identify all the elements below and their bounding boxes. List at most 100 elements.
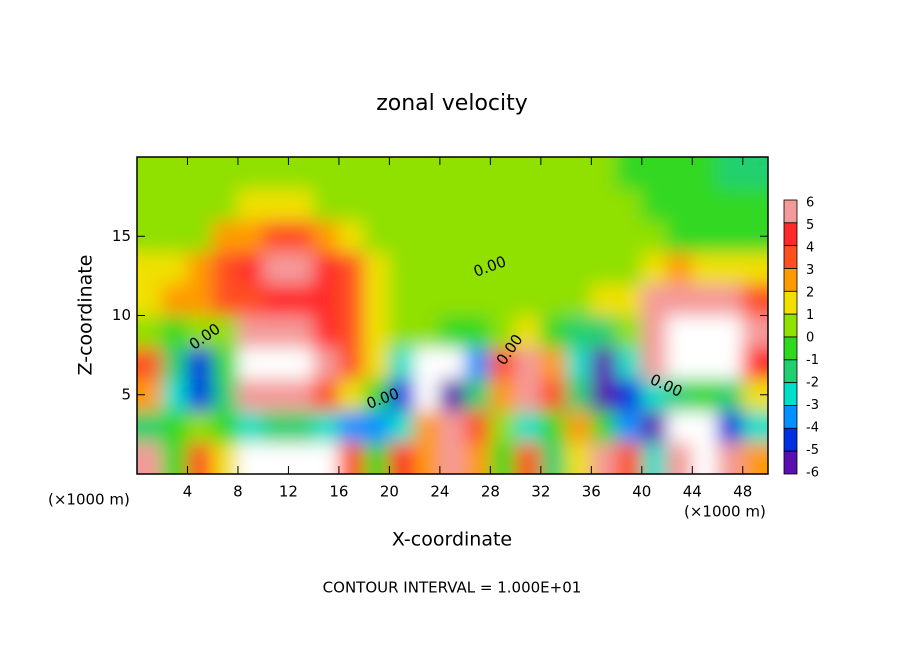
cell bbox=[287, 219, 315, 253]
colorbar-band bbox=[783, 405, 798, 429]
cell bbox=[262, 188, 289, 221]
cell bbox=[616, 315, 643, 348]
x-tick-label: 44 bbox=[683, 483, 702, 501]
cell bbox=[287, 283, 315, 316]
cell bbox=[742, 441, 768, 474]
cell bbox=[313, 378, 340, 412]
cell bbox=[641, 188, 668, 221]
cell bbox=[388, 283, 416, 316]
cell bbox=[338, 219, 365, 253]
cell bbox=[540, 410, 567, 443]
cell bbox=[565, 157, 592, 190]
cell bbox=[464, 283, 491, 316]
cell bbox=[237, 188, 264, 221]
colorbar-label: -6 bbox=[806, 466, 819, 481]
cell bbox=[388, 410, 416, 443]
cell bbox=[186, 283, 214, 316]
cell bbox=[414, 251, 441, 285]
cell bbox=[540, 157, 567, 190]
cell bbox=[641, 410, 668, 443]
cell bbox=[742, 315, 768, 348]
cell bbox=[212, 219, 239, 253]
cell bbox=[363, 378, 390, 412]
cell bbox=[161, 378, 188, 412]
cell bbox=[237, 251, 264, 285]
cell bbox=[616, 378, 643, 412]
cell bbox=[489, 346, 517, 380]
y-tick-label: 15 bbox=[112, 227, 131, 245]
cell bbox=[137, 283, 163, 316]
cell bbox=[186, 219, 214, 253]
cell bbox=[137, 346, 163, 380]
cell bbox=[313, 410, 340, 443]
x-unit-label: (×1000 m) bbox=[684, 503, 766, 521]
cell bbox=[590, 219, 618, 253]
colorbar-label: -4 bbox=[806, 421, 819, 436]
cell bbox=[540, 346, 567, 380]
cell bbox=[338, 251, 365, 285]
cell bbox=[439, 283, 466, 316]
colorbar-band bbox=[783, 450, 798, 475]
cell bbox=[666, 346, 693, 380]
cell bbox=[464, 219, 491, 253]
cell bbox=[414, 188, 441, 221]
cell bbox=[313, 315, 340, 348]
cell bbox=[313, 251, 340, 285]
cell bbox=[212, 157, 239, 190]
cell bbox=[717, 346, 744, 380]
cell bbox=[742, 346, 768, 380]
cell bbox=[338, 315, 365, 348]
cell bbox=[666, 315, 693, 348]
cell bbox=[287, 315, 315, 348]
cell bbox=[666, 378, 693, 412]
x-tick-label: 32 bbox=[531, 483, 550, 501]
cell bbox=[489, 378, 517, 412]
cell bbox=[717, 441, 744, 474]
cell bbox=[186, 410, 214, 443]
cell bbox=[414, 346, 441, 380]
cell bbox=[742, 410, 768, 443]
cell bbox=[717, 315, 744, 348]
colorbar-label: -5 bbox=[806, 443, 819, 458]
footnote: CONTOUR INTERVAL = 1.000E+01 bbox=[323, 579, 582, 597]
cell bbox=[691, 157, 719, 190]
cell bbox=[137, 441, 163, 474]
cell bbox=[464, 157, 491, 190]
cell bbox=[641, 157, 668, 190]
cell bbox=[338, 346, 365, 380]
cell bbox=[616, 157, 643, 190]
colorbar-label: 1 bbox=[806, 308, 814, 323]
cell bbox=[313, 157, 340, 190]
colorbar-label: 5 bbox=[806, 218, 814, 233]
cell bbox=[616, 283, 643, 316]
cell bbox=[616, 251, 643, 285]
cell bbox=[439, 315, 466, 348]
cell bbox=[565, 283, 592, 316]
cell bbox=[262, 346, 289, 380]
cell bbox=[313, 283, 340, 316]
cell bbox=[137, 315, 163, 348]
cell bbox=[565, 441, 592, 474]
chart-title: zonal velocity bbox=[376, 91, 528, 116]
cell bbox=[388, 378, 416, 412]
cell bbox=[489, 219, 517, 253]
cell bbox=[262, 315, 289, 348]
cell bbox=[515, 410, 542, 443]
colorbar-band bbox=[783, 359, 798, 384]
cell bbox=[388, 251, 416, 285]
cell bbox=[237, 346, 264, 380]
cell bbox=[363, 157, 390, 190]
cell bbox=[313, 219, 340, 253]
x-axis-label: X-coordinate bbox=[392, 529, 512, 551]
cell bbox=[489, 315, 517, 348]
cell bbox=[313, 188, 340, 221]
cell bbox=[691, 315, 719, 348]
cell bbox=[464, 188, 491, 221]
cell bbox=[590, 346, 618, 380]
cell bbox=[287, 157, 315, 190]
cell bbox=[212, 283, 239, 316]
cell bbox=[666, 410, 693, 443]
x-tick-label: 4 bbox=[183, 483, 193, 501]
cell bbox=[590, 378, 618, 412]
cell bbox=[363, 315, 390, 348]
